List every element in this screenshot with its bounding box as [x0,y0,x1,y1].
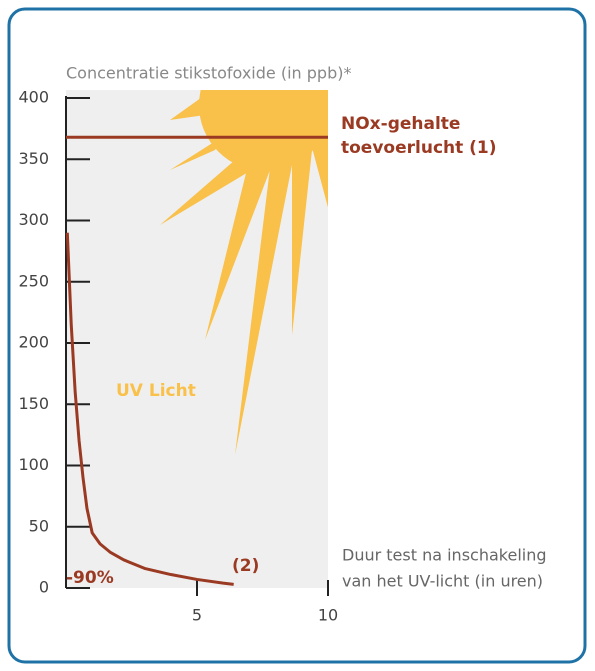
y-tick-label: 50 [29,516,49,535]
chart-title: Concentratie stikstofoxide (in ppb)* [66,64,351,83]
uv-label: UV Licht [116,381,196,401]
x-tick-label: 5 [192,606,202,625]
x-tick-label: 10 [318,606,338,625]
note-label: (2) [232,556,259,576]
y-tick-label: 0 [39,578,49,597]
page: {"chart_data": { "type": "line", "title"… [0,0,595,671]
y-tick-label: 300 [18,210,49,229]
reference-label: toevoerlucht (1) [341,138,497,158]
x-axis-label: van het UV-licht (in uren) [342,572,543,591]
reduction-label: -90% [66,568,114,588]
y-tick-label: 100 [18,455,49,474]
x-axis-label: Duur test na inschakeling [342,546,547,565]
reference-label: NOx-gehalte [341,114,460,134]
y-tick-label: 400 [18,88,49,107]
y-tick-label: 350 [18,149,49,168]
y-tick-label: 200 [18,333,49,352]
y-tick-label: 150 [18,394,49,413]
y-tick-label: 250 [18,271,49,290]
chart: Concentratie stikstofoxide (in ppb)* UV … [0,0,595,671]
